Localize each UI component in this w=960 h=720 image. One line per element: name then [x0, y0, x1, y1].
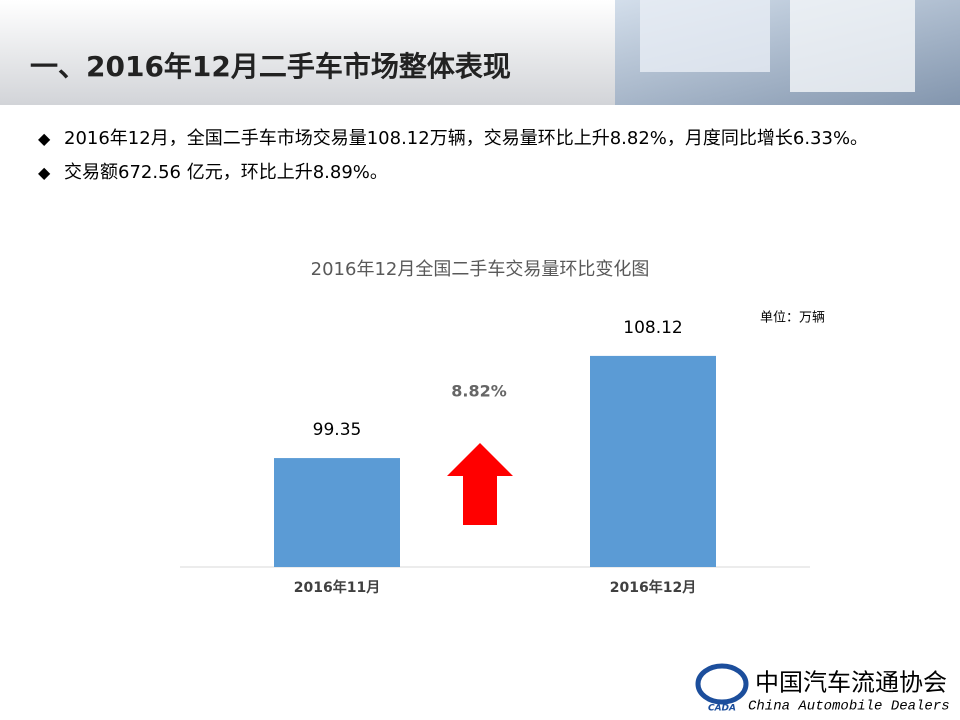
data-label: 99.35 — [313, 420, 362, 440]
logo-ring — [695, 663, 749, 705]
unit-label: 单位：万辆 — [760, 311, 825, 326]
x-tick-label: 2016年12月 — [610, 579, 696, 596]
data-label: 108.12 — [623, 318, 682, 338]
header-cube — [790, 0, 915, 92]
chart-title: 2016年12月全国二手车交易量环比变化图 — [311, 259, 650, 280]
org-name: 中国汽车流通协会 — [755, 670, 947, 697]
bar — [590, 355, 716, 567]
org-name-en: China Automobile Dealers — [748, 699, 950, 715]
x-tick-label: 2016年11月 — [294, 579, 380, 596]
slide-title: 一、2016年12月二手车市场整体表现 — [30, 50, 511, 83]
header-cube — [640, 0, 770, 72]
bullet: 2016年12月，全国二手车市场交易量108.12万辆，交易量环比上升8.82%… — [38, 122, 910, 156]
logo-text: CADA — [708, 704, 736, 714]
arrow — [447, 443, 513, 525]
bullet: 交易额672.56 亿元，环比上升8.89%。 — [38, 156, 910, 190]
annotation: 8.82% — [451, 382, 507, 401]
bar — [274, 458, 400, 567]
bullet-list: 2016年12月，全国二手车市场交易量108.12万辆，交易量环比上升8.82%… — [38, 122, 920, 190]
logo: CADA — [695, 663, 749, 714]
